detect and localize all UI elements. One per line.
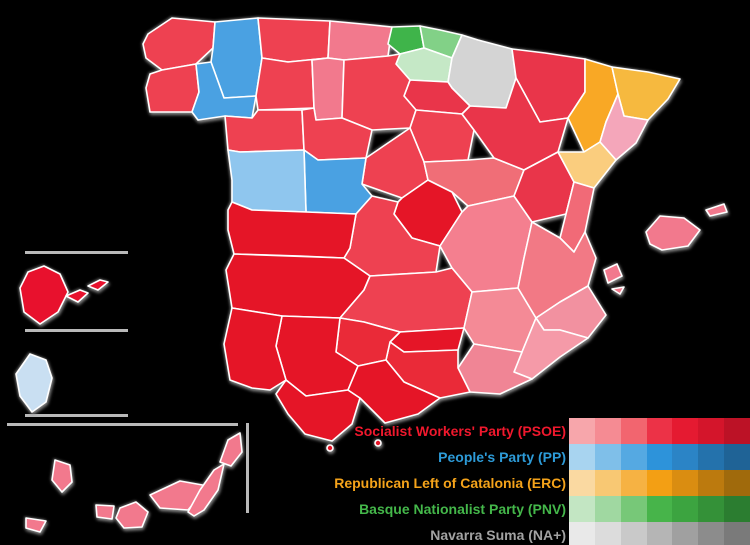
legend-shade-cell xyxy=(620,496,647,522)
minimap-islet xyxy=(65,289,89,303)
legend-scale-pp xyxy=(569,444,750,470)
left-minimap-remnants xyxy=(15,265,109,413)
legend-row-psoe: Socialist Workers' Party (PSOE) xyxy=(0,418,750,444)
legend-shade-cell xyxy=(672,444,699,470)
legend-shade-cell xyxy=(620,470,647,496)
legend-shade-cell xyxy=(724,418,750,444)
legend-shade-cell xyxy=(594,496,621,522)
province-malaga xyxy=(347,359,441,424)
island-ibiza xyxy=(603,263,623,284)
legend-shade-cell xyxy=(620,522,647,545)
legend-shade-cell xyxy=(724,522,750,545)
autonomous-cities xyxy=(326,439,382,452)
legend-shade-cell xyxy=(569,496,595,522)
peninsula xyxy=(142,17,681,442)
legend-shade-cell xyxy=(646,496,673,522)
legend-label-psoe: Socialist Workers' Party (PSOE) xyxy=(354,423,566,439)
legend-row-pnv: Basque Nationalist Party (PNV) xyxy=(0,496,750,522)
legend-shade-cell xyxy=(594,444,621,470)
legend-shade-cell xyxy=(646,444,673,470)
legend-shade-cell xyxy=(569,444,595,470)
legend-shade-cell xyxy=(646,470,673,496)
inset-borders xyxy=(7,251,249,513)
legend-label-nas: Navarra Suma (NA+) xyxy=(430,527,566,543)
island-lanzarote xyxy=(219,432,243,467)
legend-shade-cell xyxy=(698,522,725,545)
legend-shade-cell xyxy=(569,522,595,545)
province-salamanca xyxy=(227,149,307,213)
legend-shade-cell xyxy=(672,418,699,444)
island-mallorca xyxy=(645,215,701,251)
canary-islands-inset xyxy=(25,432,243,533)
island-formentera xyxy=(611,286,625,295)
minimap-island xyxy=(15,353,53,413)
province-zamora xyxy=(224,109,305,153)
island-gran-canaria xyxy=(115,501,149,529)
legend-shade-cell xyxy=(698,496,725,522)
province-asturias xyxy=(257,17,331,63)
minimap-islet xyxy=(87,279,109,291)
legend-shade-cell xyxy=(620,444,647,470)
legend-label-pnv: Basque Nationalist Party (PNV) xyxy=(359,501,566,517)
legend-shade-cell xyxy=(672,496,699,522)
legend-shade-cell xyxy=(594,470,621,496)
province-huelva xyxy=(223,307,287,391)
province-cantabria xyxy=(327,20,393,61)
legend-shade-cell xyxy=(698,470,725,496)
legend-scale-nas xyxy=(569,522,750,545)
legend-shade-cell xyxy=(594,522,621,545)
province-avila xyxy=(303,149,373,215)
legend-shade-cell xyxy=(620,418,647,444)
legend-scale-erc xyxy=(569,470,750,496)
province-jaen xyxy=(389,327,465,353)
legend-shade-cell xyxy=(672,522,699,545)
minimap-archipelago xyxy=(19,265,69,325)
island-la-palma xyxy=(51,459,73,493)
city-melilla xyxy=(374,439,382,447)
province-palencia xyxy=(311,57,345,121)
legend-shade-cell xyxy=(569,418,595,444)
legend-row-erc: Republican Left of Catalonia (ERC) xyxy=(0,470,750,496)
legend-shade-cell xyxy=(724,470,750,496)
legend: Socialist Workers' Party (PSOE) People's… xyxy=(0,415,750,545)
legend-shade-cell xyxy=(698,444,725,470)
legend-label-pp: People's Party (PP) xyxy=(438,449,566,465)
province-barcelona xyxy=(599,93,649,161)
legend-shade-cell xyxy=(724,444,750,470)
legend-row-pp: People's Party (PP) xyxy=(0,444,750,470)
island-la-gomera xyxy=(95,504,115,520)
legend-scale-psoe xyxy=(569,418,750,444)
legend-shade-cell xyxy=(724,496,750,522)
legend-shade-cell xyxy=(698,418,725,444)
legend-scale-pnv xyxy=(569,496,750,522)
island-menorca xyxy=(705,203,728,217)
province-pontevedra xyxy=(145,63,200,113)
city-ceuta xyxy=(326,444,334,452)
island-fuerteventura xyxy=(187,463,225,517)
legend-shade-cell xyxy=(646,522,673,545)
legend-row-nas: Navarra Suma (NA+) xyxy=(0,522,750,545)
legend-shade-cell xyxy=(569,470,595,496)
island-el-hierro xyxy=(25,517,47,533)
province-valencia xyxy=(517,221,597,319)
legend-label-erc: Republican Left of Catalonia (ERC) xyxy=(334,475,566,491)
legend-shade-cell xyxy=(594,418,621,444)
balearic-islands xyxy=(603,203,728,295)
legend-shade-cell xyxy=(672,470,699,496)
legend-shade-cell xyxy=(646,418,673,444)
